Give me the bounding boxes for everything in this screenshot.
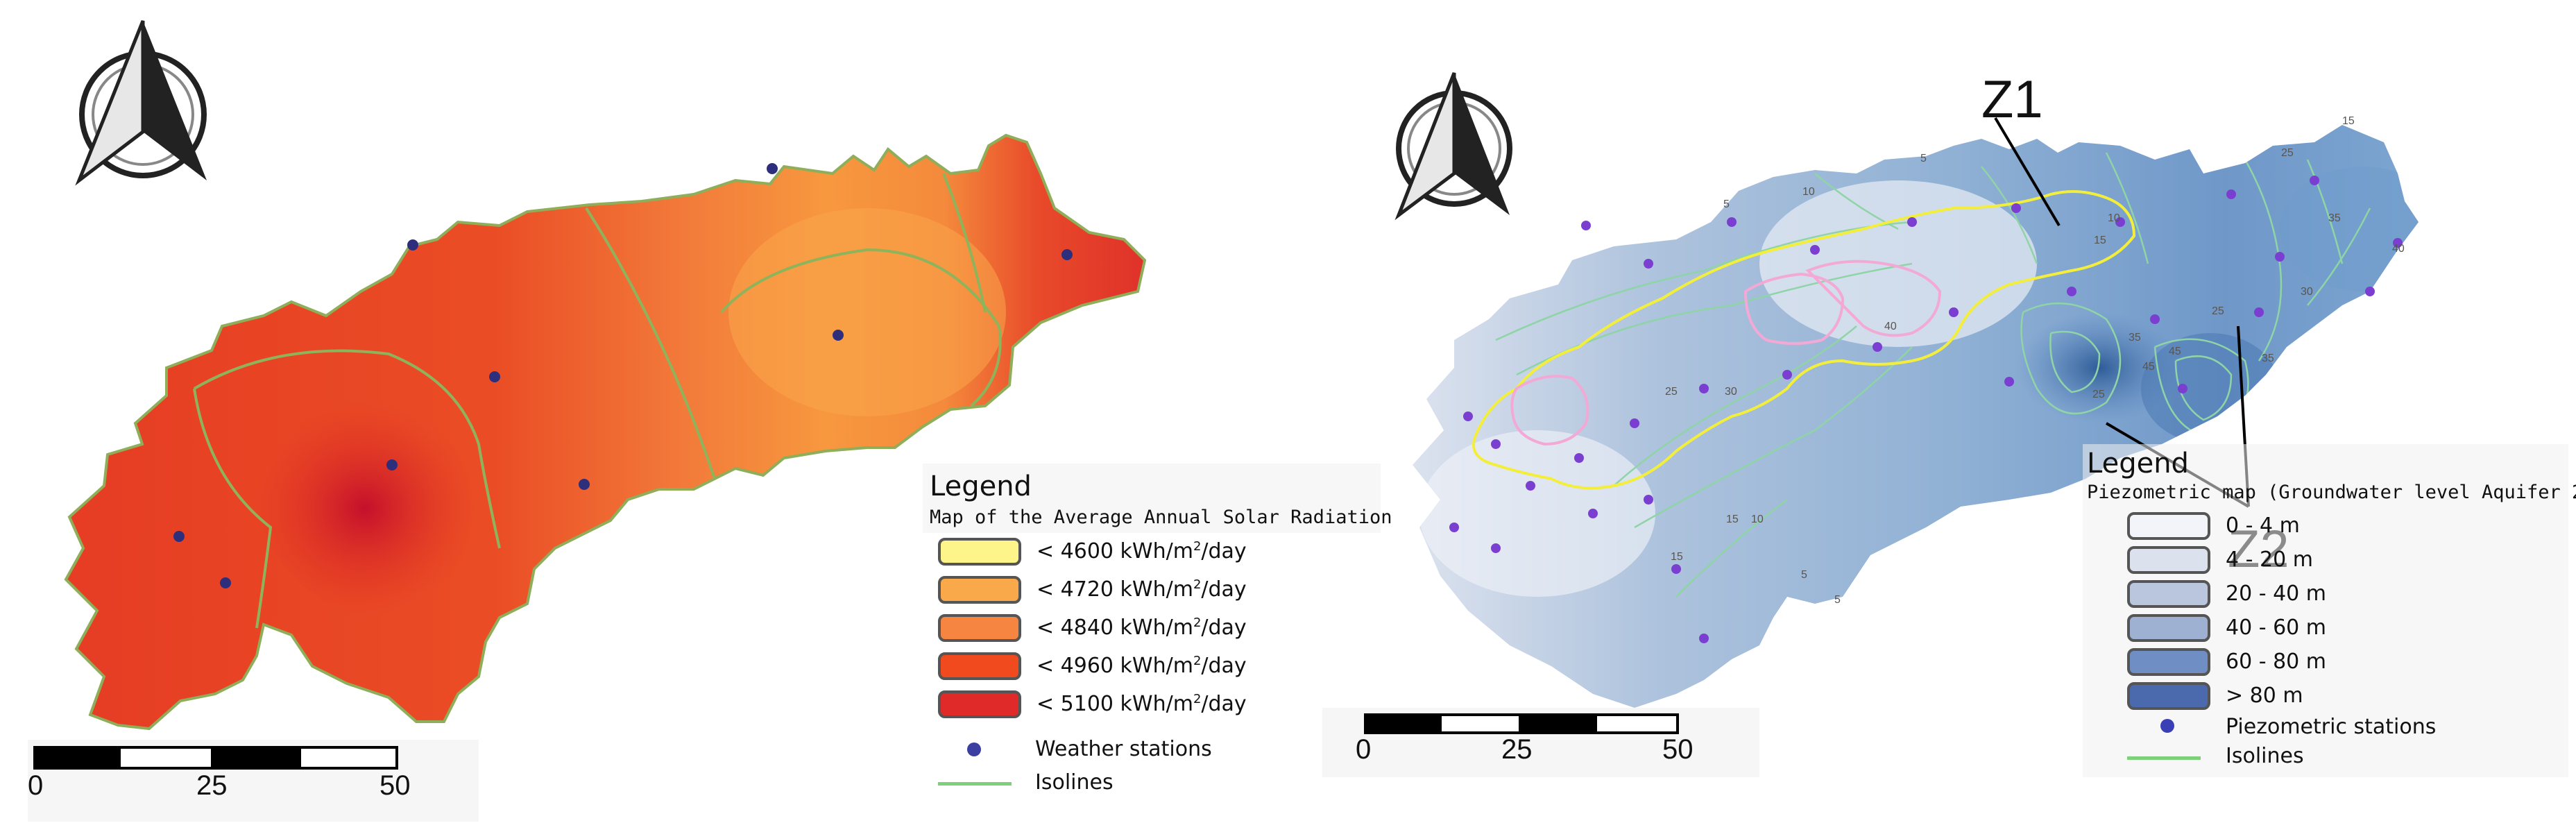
piezometric-legend-title: Legend <box>2087 448 2189 480</box>
scale-tick-25: 25 <box>1501 734 1533 765</box>
scale-tick-0: 0 <box>1356 734 1372 765</box>
scale-tick-25: 25 <box>196 770 228 801</box>
solar-radiation-map-panel: 0 25 50 Legend Map of the Average Annual… <box>28 20 1392 822</box>
legend-swatch <box>2127 546 2210 574</box>
isoline-label: 10 <box>1751 514 1764 525</box>
legend-swatch <box>2127 614 2210 642</box>
north-arrow-icon <box>75 20 207 186</box>
legend-swatch <box>938 576 1021 604</box>
piezometric-stations-label: Piezometric stations <box>2226 715 2437 739</box>
isoline-label: 25 <box>2092 389 2105 400</box>
isoline-label: 30 <box>1725 386 1737 398</box>
isoline-label: 5 <box>1801 569 1807 581</box>
solar-radiation-map <box>28 20 1146 822</box>
isoline-label: 5 <box>1920 153 1927 164</box>
solar-legend-title: Legend <box>930 470 1032 502</box>
solar-isolines <box>193 173 1002 629</box>
isoline-label: 25 <box>2281 147 2294 159</box>
scale-tick-50: 50 <box>379 770 411 801</box>
weather-station-symbol <box>967 743 981 756</box>
isoline-label: 15 <box>2094 235 2106 246</box>
north-arrow-icon <box>1394 72 1512 221</box>
legend-swatch <box>938 652 1021 680</box>
solar-legend-header <box>923 464 1381 533</box>
zone-z2-boundary-a <box>1743 272 1845 345</box>
zone-z1-boundary <box>1472 190 2136 490</box>
scale-bar <box>1322 708 1759 777</box>
legend-label: 4 - 20 m <box>2226 548 2313 572</box>
isoline-label: 25 <box>1665 386 1678 398</box>
isoline-label: 10 <box>2108 212 2120 224</box>
isoline-label: 40 <box>2392 243 2405 255</box>
legend-swatch <box>938 614 1021 642</box>
isoline-label: 30 <box>2301 286 2313 298</box>
legend-swatch <box>2127 682 2210 710</box>
isoline-label: 35 <box>2262 353 2274 364</box>
legend-label: 60 - 80 m <box>2226 650 2327 674</box>
isoline-label: 35 <box>2328 212 2341 224</box>
isoline-symbol <box>2127 756 2201 760</box>
weather-stations-label: Weather stations <box>1035 737 1212 761</box>
isolines-label: Isolines <box>2226 744 2304 768</box>
scale-tick-50: 50 <box>1662 734 1694 765</box>
legend-swatch <box>2127 648 2210 676</box>
isoline-label: 35 <box>2129 332 2141 343</box>
isoline-label: 5 <box>1834 594 1841 606</box>
isoline-label: 15 <box>1726 514 1739 525</box>
isoline-label: 25 <box>2212 305 2224 317</box>
scale-tick-0: 0 <box>28 770 44 801</box>
legend-label: < 4720 kWh/m2/day <box>1037 577 1247 602</box>
isoline-label: 15 <box>1671 551 1683 563</box>
piezometric-map-panel: 5 10 5 15 10 25 35 15 40 45 35 25 25 30 … <box>1288 0 2576 823</box>
zone-z1-label: Z1 <box>1981 70 2043 129</box>
piezometric-legend-subtitle: Piezometric map (Groundwater level Aquif… <box>2087 482 2576 503</box>
legend-label: < 4600 kWh/m2/day <box>1037 539 1247 563</box>
weather-stations <box>173 163 1073 588</box>
isoline-label: 10 <box>1802 186 1815 198</box>
legend-label: 0 - 4 m <box>2226 514 2300 538</box>
isoline-symbol <box>938 782 1012 786</box>
scale-bar <box>28 740 479 822</box>
legend-swatch <box>938 538 1021 566</box>
legend-label: > 80 m <box>2226 684 2303 708</box>
piezometric-station-symbol <box>2160 719 2174 733</box>
legend-label: 40 - 60 m <box>2226 616 2327 640</box>
legend-label: < 5100 kWh/m2/day <box>1037 692 1247 716</box>
zone-z2-boundary-c <box>1510 375 1589 446</box>
isolines-label: Isolines <box>1035 770 1114 795</box>
piezometric-stations <box>1449 176 2403 643</box>
isoline-label: 5 <box>1723 198 1730 210</box>
isoline-label: 45 <box>2142 361 2155 373</box>
isoline-label: 15 <box>2342 115 2355 127</box>
legend-label: < 4840 kWh/m2/day <box>1037 616 1247 640</box>
zone-z2-boundary-b <box>1805 260 1942 337</box>
legend-swatch <box>938 690 1021 718</box>
solar-legend-subtitle: Map of the Average Annual Solar Radiatio… <box>930 507 1392 528</box>
legend-label: 20 - 40 m <box>2226 582 2327 606</box>
legend-swatch <box>2127 580 2210 608</box>
legend-swatch <box>2127 512 2210 540</box>
isoline-label: 40 <box>1884 321 1897 332</box>
legend-label: < 4960 kWh/m2/day <box>1037 654 1247 678</box>
piezometric-map <box>1322 72 2419 777</box>
isoline-label: 45 <box>2169 346 2181 357</box>
